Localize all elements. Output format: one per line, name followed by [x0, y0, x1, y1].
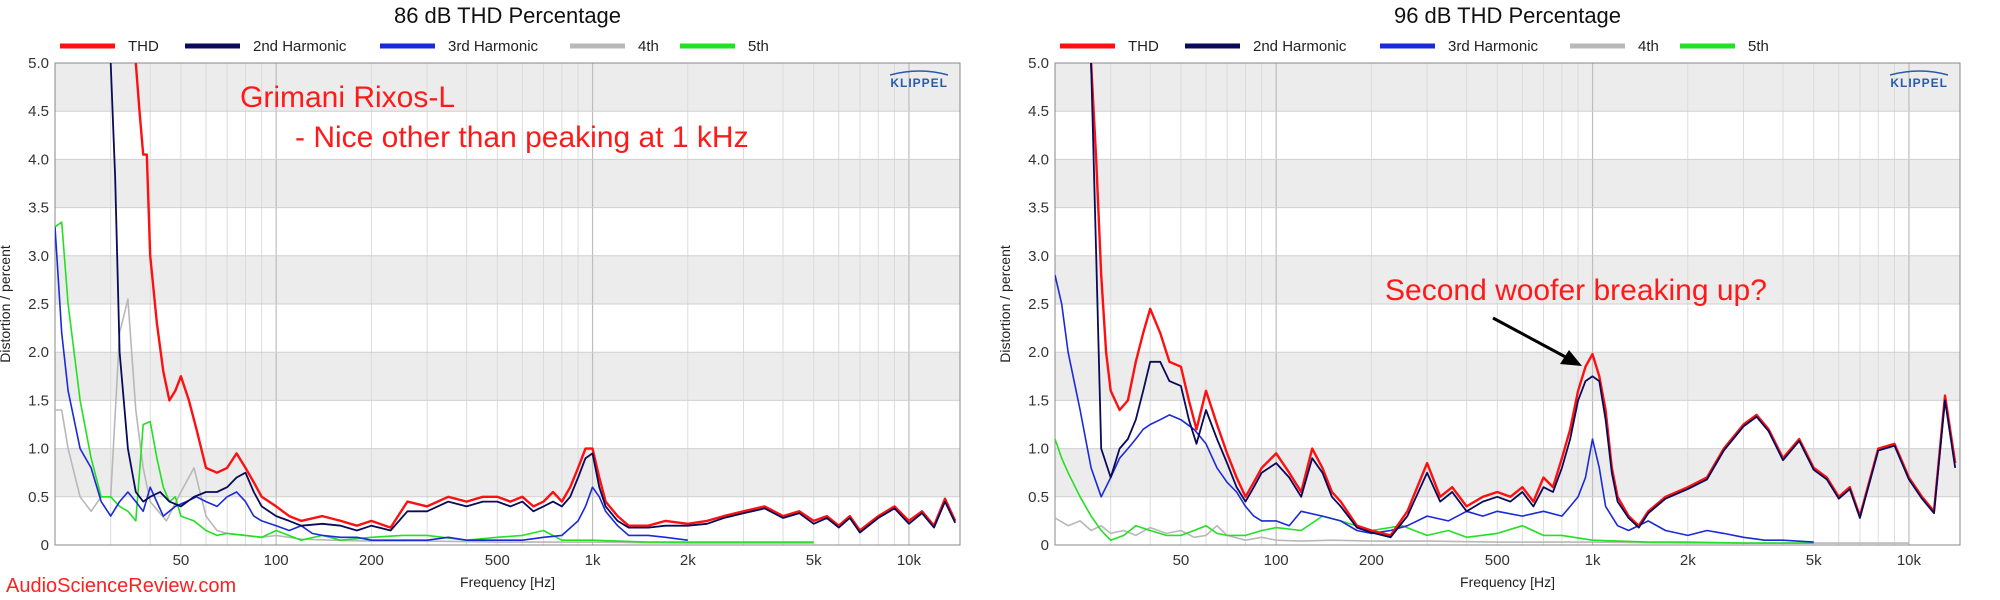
plot-band	[1055, 63, 1960, 112]
plot-band	[1055, 159, 1960, 208]
x-axis-label: Frequency [Hz]	[1460, 574, 1555, 590]
x-axis-label: Frequency [Hz]	[460, 574, 555, 590]
annotation-product-name: Grimani Rixos-L	[240, 81, 455, 114]
x-tick-label: 200	[359, 552, 384, 569]
x-tick-label: 1k	[1585, 552, 1601, 569]
series-line-3rd-harmonic	[1055, 274, 1814, 543]
y-axis-label: Distortion / percent	[997, 245, 1013, 363]
x-tick-label: 1k	[585, 552, 601, 569]
y-tick-label: 2.0	[28, 344, 49, 361]
y-tick-label: 3.5	[1028, 200, 1049, 217]
y-tick-label: 5.0	[1028, 55, 1049, 72]
x-tick-label: 200	[1359, 552, 1384, 569]
legend-label: 5th	[748, 38, 769, 55]
watermark: AudioScienceReview.com	[6, 575, 236, 597]
annotation-comment: - Nice other than peaking at 1 kHz	[295, 121, 749, 154]
y-tick-label: 0.5	[1028, 489, 1049, 506]
y-tick-label: 4.0	[1028, 151, 1049, 168]
x-tick-label: 100	[1264, 552, 1289, 569]
x-tick-label: 50	[1173, 552, 1190, 569]
plot-band	[55, 352, 960, 401]
y-tick-label: 0.5	[28, 489, 49, 506]
annotation-arrow	[1492, 316, 1582, 366]
series-line-4th	[1055, 517, 1909, 544]
plot-band	[55, 255, 960, 304]
y-tick-label: 5.0	[28, 55, 49, 72]
series-line-2nd-harmonic	[109, 63, 957, 534]
y-axis-label: Distortion / percent	[0, 245, 13, 363]
series-line-5th	[55, 221, 814, 543]
y-tick-label: 1.0	[28, 441, 49, 458]
plot-band	[1055, 448, 1960, 497]
legend-label: 3rd Harmonic	[1448, 38, 1539, 55]
legend-label: 4th	[1638, 38, 1659, 55]
series-line-2nd-harmonic	[1090, 63, 1957, 539]
plot-band	[55, 159, 960, 208]
y-tick-label: 0	[41, 537, 49, 554]
x-tick-label: 5k	[806, 552, 822, 569]
x-tick-label: 10k	[1897, 552, 1922, 569]
klippel-logo: KLIPPEL	[1889, 70, 1949, 90]
legend-label: 3rd Harmonic	[448, 38, 539, 55]
y-tick-label: 2.5	[1028, 296, 1049, 313]
klippel-text: KLIPPEL	[890, 76, 948, 90]
chart-86db: 0 0.5 1.0 1.5 2.0 2.5 3.0 3.5 4.0 4.5 5.0 50 100 200 5…	[0, 3, 961, 590]
series-line-5th	[1055, 438, 1814, 544]
plot-frame	[1054, 62, 1961, 546]
series-line-thd	[134, 63, 957, 532]
y-tick-label: 1.5	[1028, 392, 1049, 409]
y-tick-label: 0	[1041, 537, 1049, 554]
x-tick-label: 5k	[1806, 552, 1822, 569]
series-line-4th	[55, 298, 814, 544]
series-line-3rd-harmonic	[55, 226, 688, 541]
y-tick-label: 3.0	[28, 248, 49, 265]
legend-label: 4th	[638, 38, 659, 55]
x-tick-label: 100	[264, 552, 289, 569]
klippel-arc	[1889, 70, 1949, 76]
y-tick-label: 4.0	[28, 151, 49, 168]
plot-frame	[54, 62, 961, 546]
legend-label: 2nd Harmonic	[253, 38, 347, 55]
x-tick-label: 2k	[680, 552, 696, 569]
chart-96db: 0 0.5 1.0 1.5 2.0 2.5 3.0 3.5 4.0 4.5 5.0 50 100 200 5…	[997, 3, 1961, 590]
chart-title: 86 dB THD Percentage	[394, 3, 621, 28]
plot-band	[55, 63, 960, 112]
y-tick-label: 2.5	[28, 296, 49, 313]
klippel-arc	[889, 70, 949, 76]
klippel-logo: KLIPPEL	[889, 70, 949, 90]
y-tick-label: 1.0	[1028, 441, 1049, 458]
y-tick-label: 3.0	[1028, 248, 1049, 265]
y-tick-label: 4.5	[1028, 103, 1049, 120]
annotation-question: Second woofer breaking up?	[1385, 274, 1767, 307]
y-tick-label: 1.5	[28, 392, 49, 409]
legend-label: 5th	[1748, 38, 1769, 55]
y-tick-label: 2.0	[1028, 344, 1049, 361]
x-tick-label: 2k	[1680, 552, 1696, 569]
plot-band	[1055, 352, 1960, 401]
chart-title: 96 dB THD Percentage	[1394, 3, 1621, 28]
x-tick-label: 50	[173, 552, 190, 569]
klippel-text: KLIPPEL	[1890, 76, 1948, 90]
x-tick-label: 10k	[897, 552, 922, 569]
y-tick-label: 4.5	[28, 103, 49, 120]
legend-label: THD	[1128, 38, 1159, 55]
x-tick-label: 500	[485, 552, 510, 569]
y-tick-label: 3.5	[28, 200, 49, 217]
legend-label: 2nd Harmonic	[1253, 38, 1347, 55]
x-tick-label: 500	[1485, 552, 1510, 569]
legend-label: THD	[128, 38, 159, 55]
series-line-thd	[1089, 63, 1957, 537]
